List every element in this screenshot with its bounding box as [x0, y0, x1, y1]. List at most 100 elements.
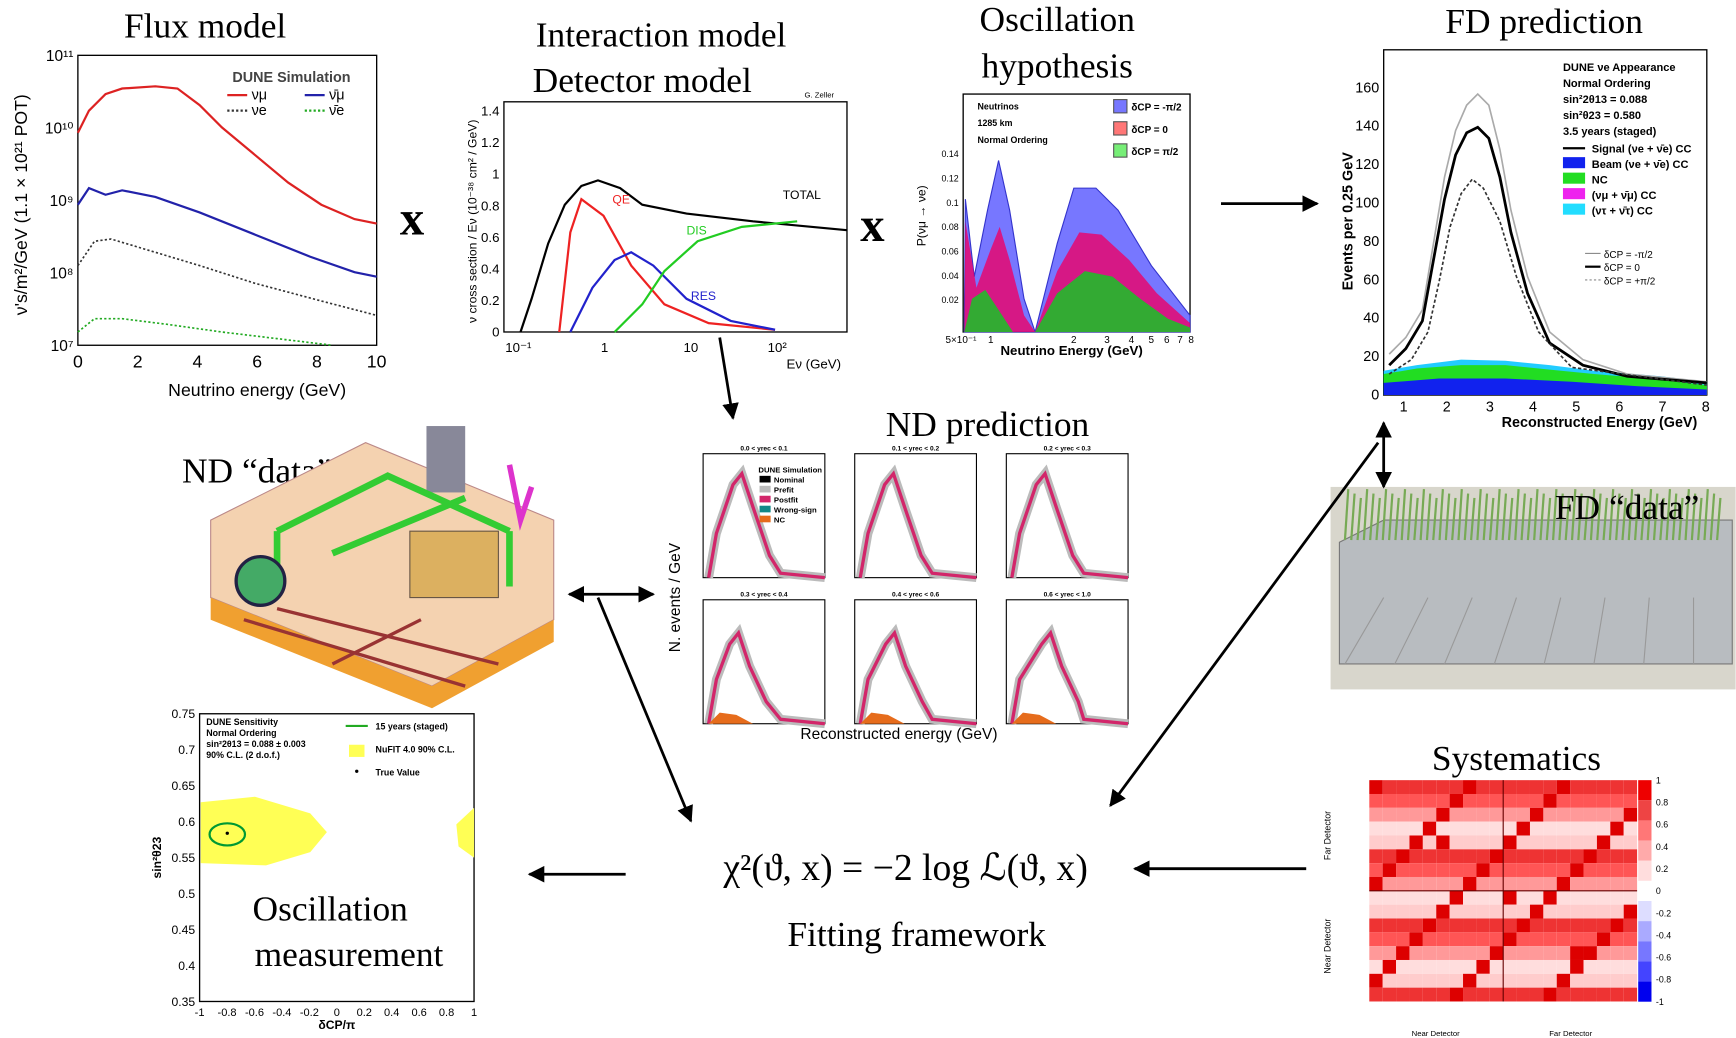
panel-title: FD “data” — [1555, 487, 1700, 527]
matrix-cell — [1530, 808, 1543, 822]
legend-label: Beam (νe + ν̄e) CC — [1592, 159, 1689, 171]
matrix-cell — [1369, 905, 1382, 919]
matrix-cell — [1423, 974, 1436, 988]
matrix-cell — [1436, 822, 1449, 836]
matrix-cell — [1517, 835, 1530, 849]
matrix-cell — [1450, 960, 1463, 974]
matrix-cell — [1396, 974, 1409, 988]
matrix-cell — [1396, 794, 1409, 808]
matrix-cell — [1369, 794, 1382, 808]
matrix-cell — [1503, 849, 1516, 863]
matrix-cell — [1369, 877, 1382, 891]
x-tick-label: 5×10⁻¹ — [945, 335, 977, 346]
matrix-cell — [1383, 808, 1396, 822]
matrix-cell — [1463, 988, 1476, 1002]
matrix-cell — [1597, 794, 1610, 808]
legend-swatch — [349, 745, 364, 757]
legend: δCP = -π/2δCP = 0δCP = π/2 — [1114, 100, 1182, 158]
colorbar-cell — [1638, 941, 1651, 961]
matrix-cell — [1423, 960, 1436, 974]
x-tick-label: 10⁻¹ — [505, 340, 532, 355]
matrix-cell — [1450, 808, 1463, 822]
x-tick-label: 3 — [1486, 400, 1494, 416]
mini-plot: 0.1 < yrec < 0.2 — [855, 445, 977, 577]
matrix-cell — [1503, 905, 1516, 919]
info: 90% C.L. (2 d.o.f.) — [206, 750, 280, 760]
matrix-cell — [1530, 849, 1543, 863]
curve-label: TOTAL — [783, 188, 821, 202]
colorbar-cell — [1638, 881, 1651, 901]
postfit — [860, 474, 976, 578]
matrix-cell — [1396, 946, 1409, 960]
matrix-cell — [1476, 988, 1489, 1002]
legend-label: δCP = 0 — [1131, 125, 1168, 136]
nc — [709, 713, 753, 724]
legend-label: ν̄μ — [329, 88, 344, 104]
matrix-cell — [1530, 780, 1543, 794]
x-tick-label: 6 — [1164, 335, 1170, 346]
matrix-cell — [1570, 822, 1583, 836]
legend-swatch — [760, 486, 771, 493]
y-tick-label: 1 — [492, 167, 499, 182]
matrix-cell — [1490, 835, 1503, 849]
matrix-cell — [1450, 835, 1463, 849]
legend-swatch — [760, 506, 771, 513]
matrix-cell — [1490, 877, 1503, 891]
colorbar-cell — [1638, 961, 1651, 981]
matrix-cell — [1369, 932, 1382, 946]
matrix-cell — [1476, 891, 1489, 905]
matrix-cell — [1423, 780, 1436, 794]
matrix-cell — [1570, 863, 1583, 877]
legend-label: (ντ + ν̄τ) CC — [1592, 206, 1653, 218]
legend-label: Prefit — [774, 485, 794, 494]
matrix-cell — [1610, 946, 1623, 960]
matrix-cell — [1409, 974, 1422, 988]
matrix-cell — [1517, 808, 1530, 822]
matrix-cell — [1517, 780, 1530, 794]
matrix-cell — [1543, 891, 1556, 905]
matrix-cell — [1423, 835, 1436, 849]
y-tick-label: 0.6 — [481, 230, 499, 245]
matrix-cell — [1490, 794, 1503, 808]
legend-swatch — [1563, 188, 1585, 199]
matrix-cell — [1584, 849, 1597, 863]
matrix-cell — [1543, 794, 1556, 808]
x-tick-label: -0.4 — [272, 1007, 291, 1019]
legend-title: DUNE Simulation — [232, 70, 350, 86]
matrix-cell — [1450, 877, 1463, 891]
y-tick-label: 20 — [1363, 349, 1379, 365]
region — [456, 808, 474, 858]
plot-frame — [504, 102, 847, 332]
y-tick-label: 1.4 — [481, 104, 499, 119]
matrix-cell — [1383, 849, 1396, 863]
matrix-cell — [1597, 849, 1610, 863]
legend-label: δCP = -π/2 — [1604, 250, 1653, 261]
matrix-cell — [1396, 918, 1409, 932]
matrix-cell — [1436, 932, 1449, 946]
panel-title: measurement — [255, 934, 444, 974]
info: Neutrinos — [978, 102, 1019, 112]
fd-data-panel: FD “data” — [1331, 487, 1736, 690]
colorbar-label: 0 — [1656, 886, 1661, 896]
bin-label: 0.2 < yrec < 0.3 — [1044, 445, 1091, 452]
matrix-cell — [1557, 849, 1570, 863]
matrix-cell — [1476, 932, 1489, 946]
x-tick-label: 4 — [192, 351, 202, 371]
group-label: Near Detector — [1412, 1029, 1461, 1038]
matrix-cell — [1463, 849, 1476, 863]
matrix-cell — [1463, 946, 1476, 960]
matrix-cell — [1517, 905, 1530, 919]
matrix-cell — [1423, 849, 1436, 863]
group-label: Far Detector — [1323, 811, 1333, 860]
legend-label: NC — [1592, 175, 1608, 187]
matrix-cell — [1383, 891, 1396, 905]
matrix-cell — [1530, 891, 1543, 905]
matrix-cell — [1396, 863, 1409, 877]
matrix-cell — [1557, 780, 1570, 794]
matrix-cell — [1369, 863, 1382, 877]
plot-grid: 0.0 < yrec < 0.10.1 < yrec < 0.20.2 < yr… — [703, 445, 1128, 723]
colorbar-cell — [1638, 841, 1651, 861]
curve-label: QE — [612, 193, 630, 207]
matrix-cell — [1530, 835, 1543, 849]
